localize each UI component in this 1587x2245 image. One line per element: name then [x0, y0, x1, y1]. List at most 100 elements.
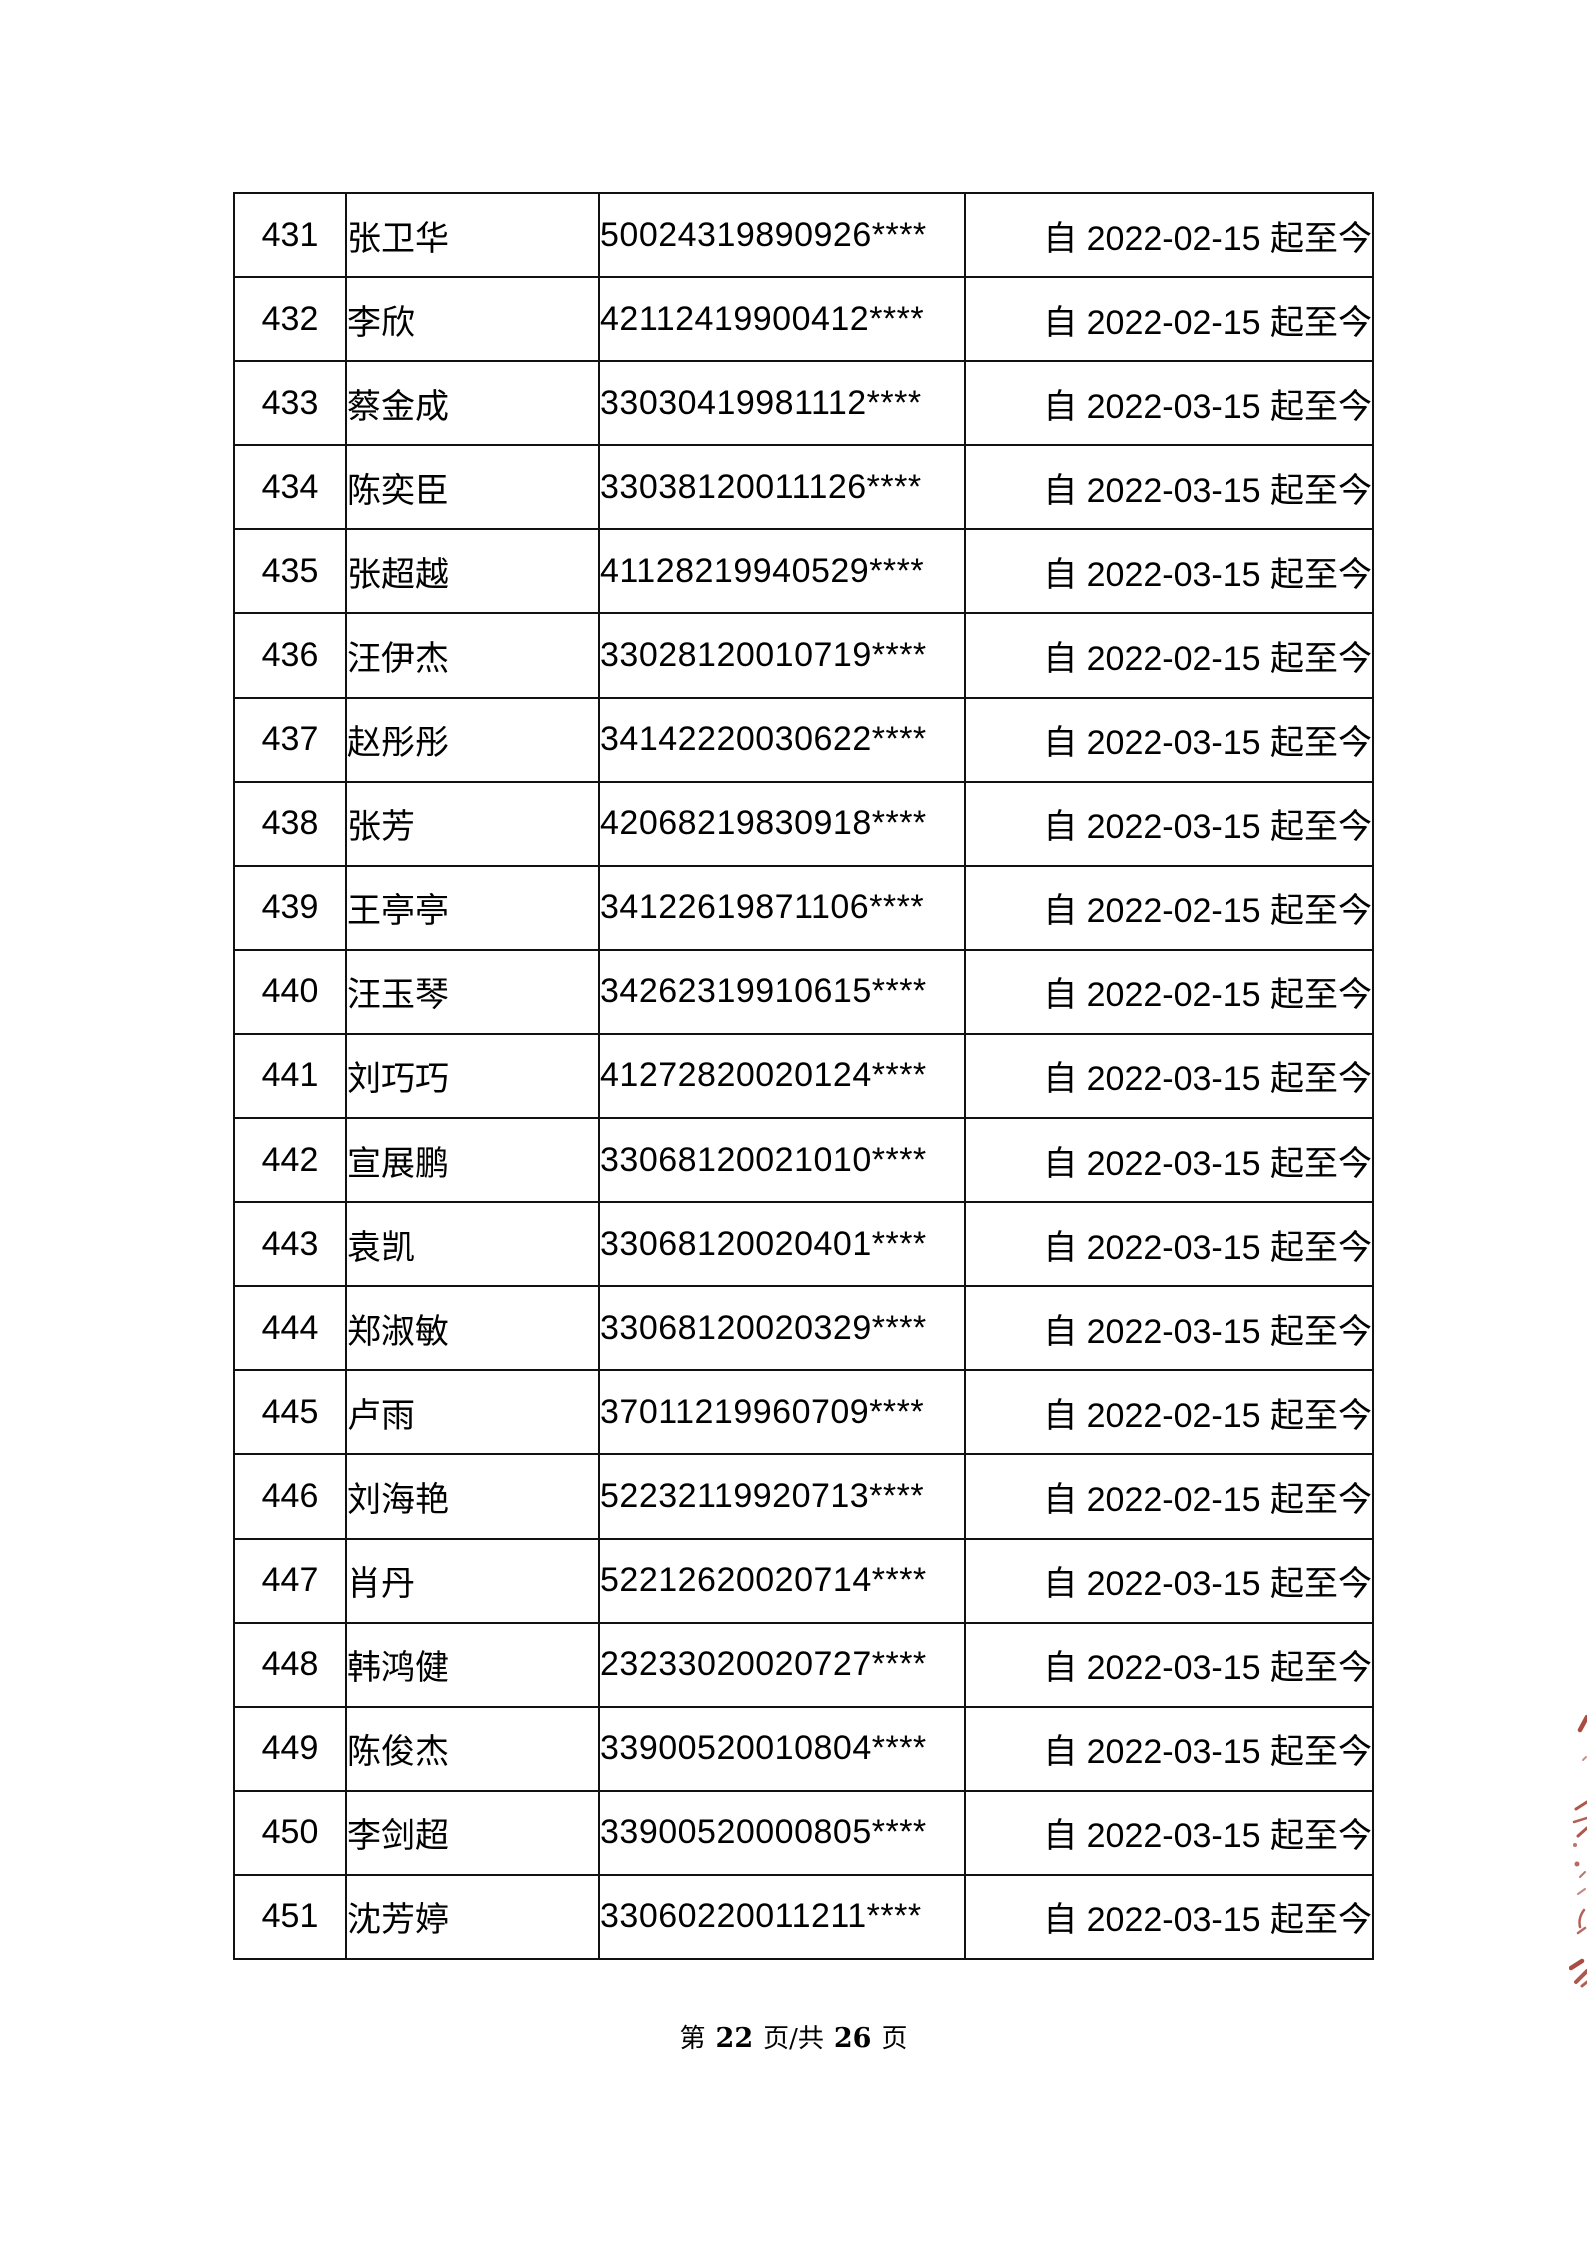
- red-seal-fragment: [1569, 1714, 1587, 1988]
- period-cell: 自 2022-03-15 起至今: [964, 1705, 1374, 1792]
- name-cell: 肖丹: [345, 1537, 600, 1624]
- roster-table: 431 张卫华 50024319890926**** 自 2022-02-15 起至今…: [233, 191, 1374, 1961]
- row-number-cell: 447: [233, 1537, 347, 1624]
- table-row: 436 汪伊杰 33028120010719**** 自 2022-02-15 起至今: [233, 612, 1374, 699]
- name-cell: 卢雨: [345, 1369, 600, 1456]
- name-cell: 汪伊杰: [345, 612, 600, 699]
- table-row: 440 汪玉琴 34262319910615**** 自 2022-02-15 起至今: [233, 948, 1374, 1035]
- row-number-cell: 435: [233, 528, 347, 615]
- name-cell: 袁凯: [345, 1201, 600, 1288]
- name-cell: 汪玉琴: [345, 948, 600, 1035]
- table-row: 450 李剑超 33900520000805**** 自 2022-03-15 起至今: [233, 1789, 1374, 1876]
- name-cell: 张卫华: [345, 191, 600, 279]
- period-cell: 自 2022-02-15 起至今: [964, 276, 1374, 363]
- id-number-cell: 33028120010719****: [598, 612, 966, 699]
- id-number-cell: 34122619871106****: [598, 864, 966, 951]
- id-number-cell: 37011219960709****: [598, 1369, 966, 1456]
- period-cell: 自 2022-02-15 起至今: [964, 948, 1374, 1035]
- row-number-cell: 440: [233, 948, 347, 1035]
- period-cell: 自 2022-03-15 起至今: [964, 1032, 1374, 1120]
- row-number-cell: 438: [233, 780, 347, 867]
- name-cell: 韩鸿健: [345, 1621, 600, 1708]
- table-row: 451 沈芳婷 33060220011211**** 自 2022-03-15 起至今: [233, 1873, 1374, 1961]
- row-number-cell: 432: [233, 276, 347, 363]
- row-number-cell: 451: [233, 1873, 347, 1961]
- period-cell: 自 2022-03-15 起至今: [964, 528, 1374, 615]
- name-cell: 郑淑敏: [345, 1285, 600, 1372]
- name-cell: 李欣: [345, 276, 600, 363]
- table-row: 449 陈俊杰 33900520010804**** 自 2022-03-15 起至今: [233, 1705, 1374, 1792]
- name-cell: 张超越: [345, 528, 600, 615]
- period-cell: 自 2022-03-15 起至今: [964, 1537, 1374, 1624]
- row-number-cell: 431: [233, 191, 347, 279]
- table-row: 442 宣展鹏 33068120021010**** 自 2022-03-15 起至今: [233, 1117, 1374, 1204]
- name-cell: 宣展鹏: [345, 1117, 600, 1204]
- id-number-cell: 33900520000805****: [598, 1789, 966, 1876]
- period-cell: 自 2022-03-15 起至今: [964, 360, 1374, 447]
- row-number-cell: 445: [233, 1369, 347, 1456]
- period-cell: 自 2022-03-15 起至今: [964, 1117, 1374, 1204]
- footer-prefix: 第: [679, 2024, 706, 2054]
- row-number-cell: 437: [233, 696, 347, 783]
- table-row: 433 蔡金成 33030419981112**** 自 2022-03-15 起至今: [233, 360, 1374, 447]
- footer-total-pages: 26: [833, 2023, 872, 2054]
- id-number-cell: 52212620020714****: [598, 1537, 966, 1624]
- period-cell: 自 2022-03-15 起至今: [964, 696, 1374, 783]
- name-cell: 张芳: [345, 780, 600, 867]
- table-row: 435 张超越 41128219940529**** 自 2022-03-15 起至今: [233, 528, 1374, 615]
- id-number-cell: 52232119920713****: [598, 1453, 966, 1540]
- table-row: 443 袁凯 33068120020401**** 自 2022-03-15 起至今: [233, 1201, 1374, 1288]
- name-cell: 刘海艳: [345, 1453, 600, 1540]
- period-cell: 自 2022-03-15 起至今: [964, 780, 1374, 867]
- period-cell: 自 2022-03-15 起至今: [964, 1621, 1374, 1708]
- name-cell: 蔡金成: [345, 360, 600, 447]
- table-row: 432 李欣 42112419900412**** 自 2022-02-15 起至今: [233, 276, 1374, 363]
- id-number-cell: 42068219830918****: [598, 780, 966, 867]
- period-cell: 自 2022-03-15 起至今: [964, 1873, 1374, 1961]
- id-number-cell: 34262319910615****: [598, 948, 966, 1035]
- id-number-cell: 33038120011126****: [598, 444, 966, 531]
- name-cell: 赵彤彤: [345, 696, 600, 783]
- row-number-cell: 443: [233, 1201, 347, 1288]
- id-number-cell: 50024319890926****: [598, 191, 966, 279]
- row-number-cell: 448: [233, 1621, 347, 1708]
- id-number-cell: 33068120021010****: [598, 1117, 966, 1204]
- row-number-cell: 436: [233, 612, 347, 699]
- roster-table-body: 431 张卫华 50024319890926**** 自 2022-02-15 起至今…: [233, 191, 1374, 1961]
- table-row: 448 韩鸿健 23233020020727**** 自 2022-03-15 起至今: [233, 1621, 1374, 1708]
- id-number-cell: 34142220030622****: [598, 696, 966, 783]
- name-cell: 刘巧巧: [345, 1032, 600, 1120]
- id-number-cell: 41272820020124****: [598, 1032, 966, 1120]
- period-cell: 自 2022-02-15 起至今: [964, 1369, 1374, 1456]
- row-number-cell: 441: [233, 1032, 347, 1120]
- table-row: 446 刘海艳 52232119920713**** 自 2022-02-15 起至今: [233, 1453, 1374, 1540]
- period-cell: 自 2022-02-15 起至今: [964, 612, 1374, 699]
- name-cell: 沈芳婷: [345, 1873, 600, 1961]
- id-number-cell: 33068120020401****: [598, 1201, 966, 1288]
- period-cell: 自 2022-03-15 起至今: [964, 444, 1374, 531]
- name-cell: 王亭亭: [345, 864, 600, 951]
- name-cell: 陈奕臣: [345, 444, 600, 531]
- row-number-cell: 433: [233, 360, 347, 447]
- id-number-cell: 33900520010804****: [598, 1705, 966, 1792]
- table-row: 438 张芳 42068219830918**** 自 2022-03-15 起至今: [233, 780, 1374, 867]
- row-number-cell: 449: [233, 1705, 347, 1792]
- table-row: 444 郑淑敏 33068120020329**** 自 2022-03-15 起至今: [233, 1285, 1374, 1372]
- period-cell: 自 2022-03-15 起至今: [964, 1201, 1374, 1288]
- name-cell: 李剑超: [345, 1789, 600, 1876]
- period-cell: 自 2022-03-15 起至今: [964, 1789, 1374, 1876]
- id-number-cell: 41128219940529****: [598, 528, 966, 615]
- footer-page-number: 22: [715, 2023, 754, 2054]
- id-number-cell: 42112419900412****: [598, 276, 966, 363]
- table-row: 439 王亭亭 34122619871106**** 自 2022-02-15 起至今: [233, 864, 1374, 951]
- table-row: 445 卢雨 37011219960709**** 自 2022-02-15 起至今: [233, 1369, 1374, 1456]
- table-row: 441 刘巧巧 41272820020124**** 自 2022-03-15 起至今: [233, 1032, 1374, 1120]
- period-cell: 自 2022-02-15 起至今: [964, 191, 1374, 279]
- table-row: 431 张卫华 50024319890926**** 自 2022-02-15 起至今: [233, 191, 1374, 279]
- page-footer: 第 22 页/共 26 页: [0, 2022, 1587, 2056]
- id-number-cell: 33030419981112****: [598, 360, 966, 447]
- footer-separator: 页/共: [763, 2024, 824, 2054]
- period-cell: 自 2022-02-15 起至今: [964, 864, 1374, 951]
- table-row: 434 陈奕臣 33038120011126**** 自 2022-03-15 起至今: [233, 444, 1374, 531]
